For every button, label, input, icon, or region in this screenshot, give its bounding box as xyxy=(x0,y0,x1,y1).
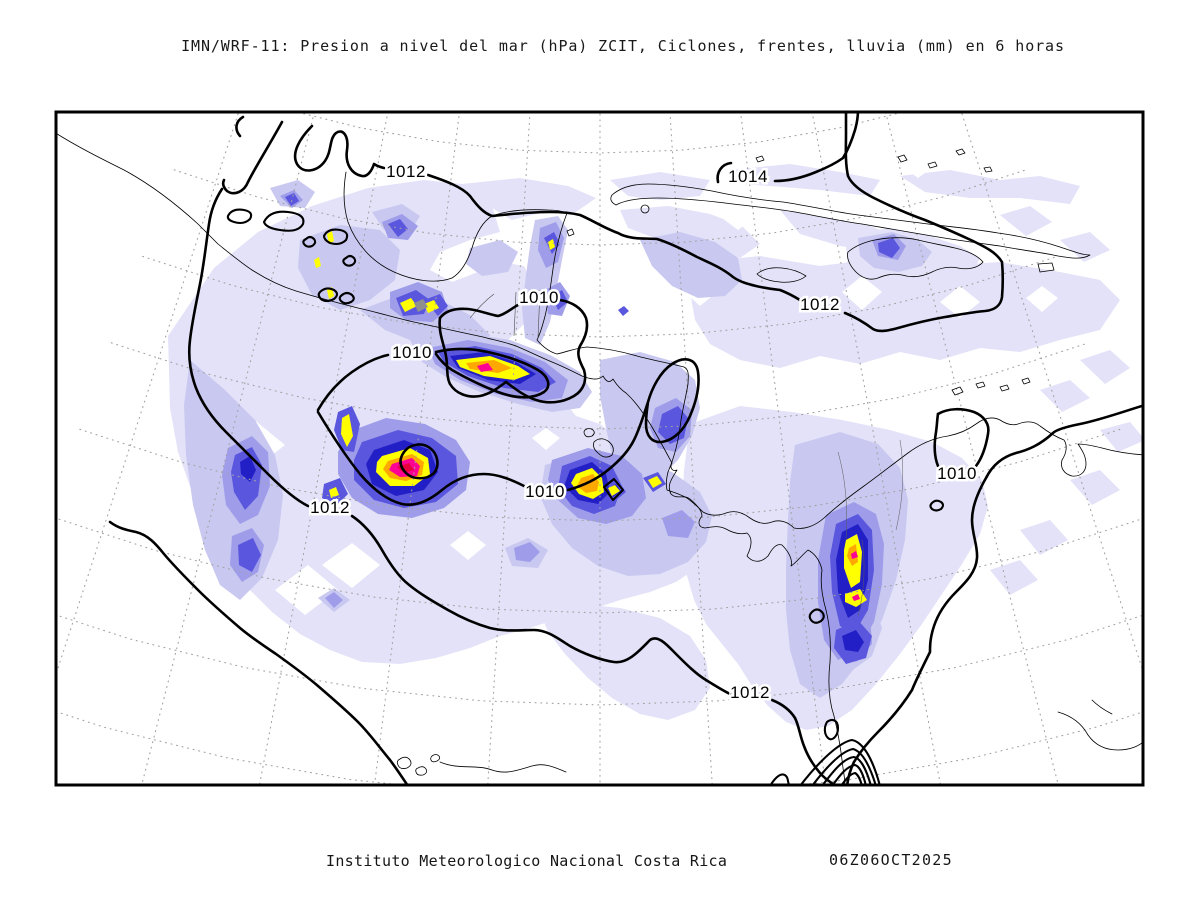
contour-label: 1012 xyxy=(386,162,426,181)
contour-label: 1010 xyxy=(525,482,565,501)
coastlines xyxy=(55,132,1144,786)
contour-label: 1010 xyxy=(519,288,559,307)
contour-labels: 1012 1014 1010 1012 1010 1012 1010 1010 1012 xyxy=(308,160,979,705)
graticule xyxy=(55,111,1144,786)
page-title: IMN/WRF-11: Presion a nivel del mar (hPa… xyxy=(181,37,1065,55)
weather-map: 1012 1014 1010 1012 1010 1012 1010 1010 1012 xyxy=(54,110,1145,787)
contour-label: 1012 xyxy=(310,498,350,517)
map-border xyxy=(54,110,1145,787)
contour-label: 1012 xyxy=(730,683,770,702)
footer-timestamp: 06Z06OCT2025 xyxy=(829,851,953,869)
footer-institute: Instituto Meteorologico Nacional Costa R… xyxy=(326,852,728,870)
contour-label: 1012 xyxy=(800,295,840,314)
pressure-contours xyxy=(108,111,1144,786)
contour-label: 1010 xyxy=(937,464,977,483)
map-frame: 1012 1014 1010 1012 1010 1012 1010 1010 1012 xyxy=(54,110,1145,787)
contour-label: 1014 xyxy=(728,167,768,186)
contour-label: 1010 xyxy=(392,343,432,362)
